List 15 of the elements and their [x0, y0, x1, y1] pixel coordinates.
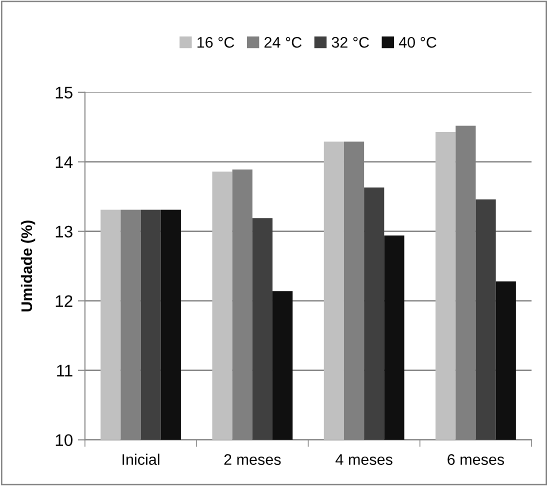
legend-label: 32 °C [332, 36, 369, 48]
y-tick-label: 15 [56, 86, 72, 99]
y-tick-label: 13 [56, 226, 72, 238]
y-axis-title: Umidade (%) [20, 220, 36, 312]
x-tick-label: 2 meses [224, 454, 281, 465]
x-tick-label: 6 meses [448, 454, 504, 465]
y-tick-label: 14 [56, 156, 73, 168]
y-tick-label: 12 [56, 295, 72, 307]
legend-label: 40 °C [398, 36, 436, 48]
legend-label: 16 °C [198, 36, 234, 48]
y-tick-label: 10 [56, 434, 72, 446]
x-tick-label: Inicial [122, 454, 160, 465]
y-tick-label: 11 [57, 364, 72, 376]
legend-label: 24 °C [264, 36, 302, 48]
x-tick-label: 4 meses [336, 454, 392, 465]
